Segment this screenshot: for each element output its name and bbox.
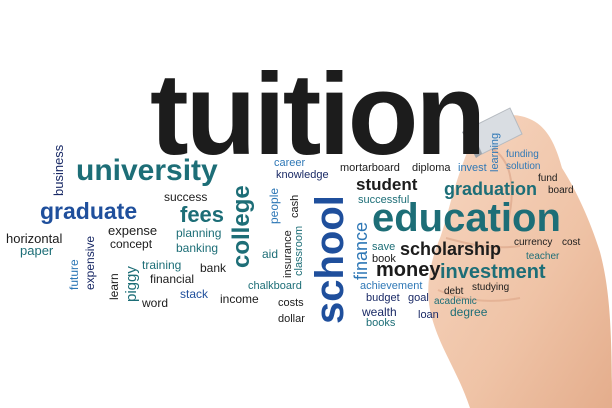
word-teacher: teacher — [526, 251, 560, 262]
word-concept: concept — [110, 237, 153, 251]
word-cost: cost — [562, 237, 581, 248]
word-horizontal: horizontal — [6, 231, 63, 246]
word-book: book — [372, 253, 396, 265]
word-aid: aid — [262, 247, 279, 261]
word-studying: studying — [472, 282, 510, 293]
word-financial: financial — [150, 272, 195, 286]
word-education: education — [372, 196, 561, 240]
word-learn: learn — [107, 273, 121, 300]
word-money: money — [376, 259, 441, 281]
word-scholarship: scholarship — [400, 239, 502, 259]
word-school: school — [308, 195, 352, 324]
word-business: business — [51, 144, 66, 196]
word-debt: debt — [444, 286, 464, 297]
word-wealth: wealth — [362, 305, 397, 319]
word-fees: fees — [180, 202, 225, 227]
word-achievement: achievement — [360, 280, 423, 292]
word-graduate: graduate — [40, 198, 138, 224]
word-goal: goal — [408, 292, 429, 304]
word-cash: cash — [289, 194, 301, 218]
marker-pen — [462, 107, 523, 158]
word-books: books — [366, 317, 396, 329]
word-funding: funding — [506, 149, 539, 160]
word-people: people — [267, 187, 281, 224]
word-graduation: graduation — [444, 179, 537, 199]
word-costs: costs — [278, 297, 304, 309]
word-chalkboard: chalkboard — [248, 280, 302, 292]
word-college: college — [228, 185, 255, 268]
word-solution: solution — [506, 161, 541, 172]
word-fund: fund — [538, 173, 558, 184]
word-student: student — [356, 175, 418, 194]
word-expense: expense — [108, 223, 158, 238]
word-career: career — [274, 157, 306, 169]
word-university: university — [76, 154, 218, 187]
hand-shape — [428, 115, 612, 408]
word-finance: finance — [351, 221, 371, 280]
word-learning: learning — [489, 132, 501, 172]
word-dollar: dollar — [278, 313, 305, 325]
word-paper: paper — [20, 243, 54, 258]
word-save: save — [372, 241, 396, 253]
word-academic: academic — [434, 296, 477, 307]
word-training: training — [142, 258, 182, 272]
word-knowledge: knowledge — [276, 169, 329, 181]
word-future: future — [67, 259, 81, 290]
word-degree: degree — [450, 305, 488, 319]
word-currency: currency — [514, 237, 553, 248]
word-board: board — [548, 185, 574, 196]
word-budget: budget — [366, 292, 400, 304]
word-investment: investment — [440, 261, 546, 283]
word-stack: stack — [180, 287, 209, 301]
word-bank: bank — [200, 261, 227, 275]
word-planning: planning — [176, 226, 222, 240]
word-piggy: piggy — [123, 266, 140, 302]
word-mortarboard: mortarboard — [340, 162, 400, 174]
word-invest: invest — [458, 162, 487, 174]
word-banking: banking — [176, 241, 219, 255]
word-tuition: tuition — [150, 49, 486, 179]
word-loan: loan — [418, 309, 439, 321]
word-classroom: classroom — [293, 225, 305, 276]
word-successful: successful — [358, 194, 410, 206]
word-diploma: diploma — [412, 162, 451, 174]
word-expensive: expensive — [83, 235, 97, 290]
word-income: income — [220, 292, 259, 306]
word-word: word — [142, 296, 169, 310]
word-success: success — [164, 190, 208, 204]
